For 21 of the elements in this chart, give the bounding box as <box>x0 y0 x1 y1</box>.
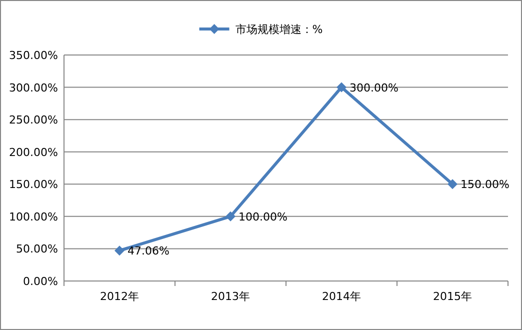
x-tick-label: 2013年 <box>211 290 250 303</box>
data-label: 100.00% <box>238 210 288 224</box>
y-tick-label: 150.00% <box>9 178 58 192</box>
data-label: 300.00% <box>350 81 398 94</box>
y-tick-label: 0.00% <box>23 275 58 288</box>
data-label: 150.00% <box>460 178 510 192</box>
y-tick-label: 100.00% <box>9 210 58 224</box>
x-tick-label: 2015年 <box>433 290 472 303</box>
y-tick-label: 300.00% <box>9 81 58 94</box>
legend-label: 市场规模增速：% <box>235 23 323 36</box>
data-label: 47.06% <box>128 244 170 258</box>
point <box>114 246 124 256</box>
point <box>336 82 346 92</box>
y-tick-label: 350.00% <box>9 49 58 62</box>
y-tick-label: 50.00% <box>16 242 58 256</box>
point <box>448 179 458 190</box>
x-tick-label: 2012年 <box>100 290 139 303</box>
x-tick-label: 2014年 <box>322 290 361 303</box>
point <box>226 211 236 222</box>
y-tick-label: 250.00% <box>9 114 58 127</box>
y-tick-label: 200.00% <box>9 146 58 159</box>
